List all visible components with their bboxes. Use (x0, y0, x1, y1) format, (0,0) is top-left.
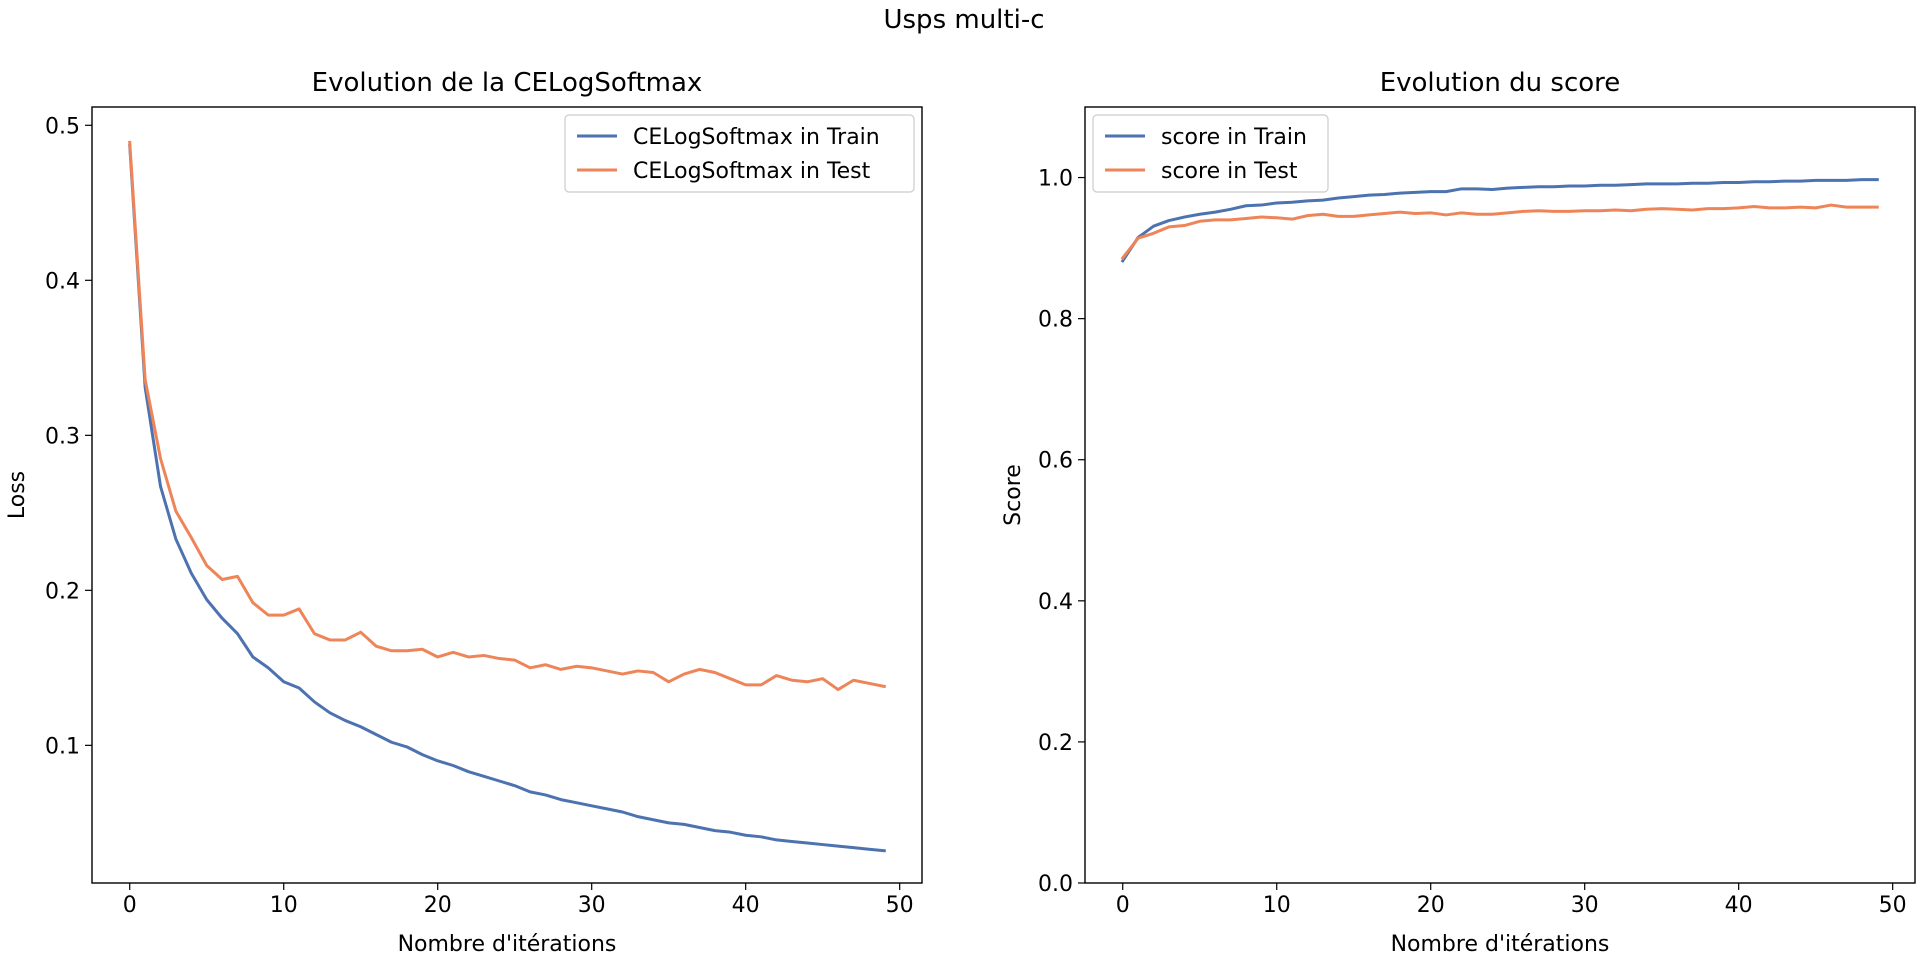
y-tick-label: 0.0 (1038, 872, 1073, 897)
y-axis-label: Loss (5, 471, 30, 519)
series-line-1 (1120, 203, 1879, 261)
x-tick-label: 30 (1571, 893, 1599, 918)
chart-title: Evolution de la CELogSoftmax (312, 68, 703, 98)
x-tick-label: 10 (1263, 893, 1291, 918)
y-axis-label: Score (1001, 464, 1026, 526)
y-tick-label: 0.2 (45, 579, 80, 604)
x-tick-label: 40 (1725, 893, 1753, 918)
y-tick-label: 0.4 (45, 269, 80, 294)
x-tick-label: 50 (1879, 893, 1907, 918)
y-tick-label: 1.0 (1038, 167, 1073, 192)
x-tick-label: 50 (886, 893, 914, 918)
y-tick-label: 0.8 (1038, 308, 1073, 333)
y-tick-label: 0.4 (1038, 590, 1073, 615)
legend-label-1: score in Test (1161, 159, 1298, 184)
y-tick-label: 0.3 (45, 424, 80, 449)
loss-chart: Evolution de la CELogSoftmax 0 10 20 30 40 50 0… (5, 68, 923, 957)
series-line-1 (128, 140, 887, 692)
y-tick-label: 0.6 (1038, 449, 1073, 474)
legend: score in Train score in Test (1092, 114, 1329, 193)
y-tick-label: 0.2 (1038, 731, 1073, 756)
legend-label-0: score in Train (1161, 125, 1307, 150)
legend-label-1: CELogSoftmax in Test (633, 159, 871, 184)
y-tick-label: 0.5 (45, 114, 80, 139)
legend-box (564, 114, 915, 193)
score-chart: Evolution du score 0 10 20 30 40 50 0.0 0.2 0.4 0.… (1001, 68, 1916, 957)
x-tick-label: 0 (1116, 893, 1130, 918)
plot-frame (1084, 106, 1916, 884)
x-tick-label: 20 (1417, 893, 1445, 918)
legend: CELogSoftmax in Train CELogSoftmax in Tes… (564, 114, 915, 193)
series-line-0 (128, 143, 886, 853)
figure-title: Usps multi-c (883, 5, 1044, 35)
legend-label-0: CELogSoftmax in Train (633, 125, 880, 150)
x-axis-label: Nombre d'itérations (1391, 932, 1610, 957)
x-tick-label: 10 (270, 893, 298, 918)
x-axis-label: Nombre d'itérations (398, 932, 617, 957)
x-tick-label: 30 (578, 893, 606, 918)
legend-box (1092, 114, 1329, 193)
x-tick-label: 20 (424, 893, 452, 918)
x-tick-label: 40 (732, 893, 760, 918)
plot-frame (91, 106, 923, 884)
chart-title: Evolution du score (1380, 68, 1621, 98)
series-line-0 (1120, 178, 1879, 263)
x-tick-label: 0 (123, 893, 137, 918)
y-tick-label: 0.1 (45, 734, 80, 759)
